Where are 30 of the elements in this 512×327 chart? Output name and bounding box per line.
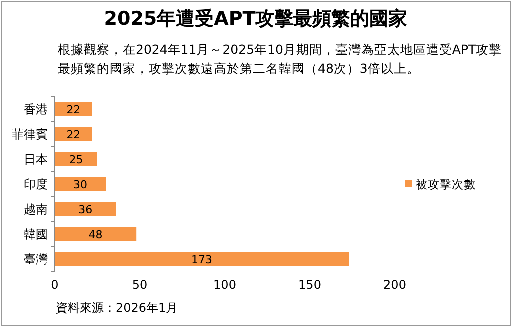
x-tick-label: 200 <box>384 278 406 292</box>
source-note: 資料來源：2026年1月 <box>56 300 178 317</box>
y-tick-label: 臺灣 <box>24 252 48 266</box>
x-tick-label: 150 <box>298 278 322 292</box>
bar <box>55 128 92 142</box>
chart-title: 2025年遭受APT攻擊最頻繁的國家 <box>103 7 409 32</box>
y-tick-label: 日本 <box>24 152 48 166</box>
data-label: 30 <box>74 178 88 192</box>
bar <box>55 228 137 242</box>
data-label: 36 <box>78 204 93 216</box>
bar <box>55 252 350 266</box>
data-label: 25 <box>69 154 84 166</box>
bar <box>55 202 116 216</box>
data-label: 22 <box>66 128 81 142</box>
y-tick-label: 越南 <box>24 202 48 216</box>
data-label: 173 <box>192 254 213 266</box>
bar <box>55 102 92 116</box>
data-label: 48 <box>88 228 103 242</box>
bar <box>55 178 106 192</box>
y-tick-label: 香港 <box>24 102 48 116</box>
chart-subtitle: 根據觀察，在2024年11月～2025年10月期間，臺灣為亞太地區遭受APT攻擊最頻繁的國家，攻擊次數遠高於第二名韓國（48次）3倍以上。 <box>58 41 504 78</box>
x-tick-label: 100 <box>214 278 236 292</box>
legend-label: 被攻擊次數 <box>416 178 476 192</box>
bar <box>55 152 98 166</box>
y-tick-label: 印度 <box>24 178 48 192</box>
data-label: 22 <box>66 104 81 116</box>
x-tick-label: 0 <box>51 278 59 292</box>
y-tick-label: 韓國 <box>24 228 48 242</box>
y-tick-label: 菲律賓 <box>12 128 48 142</box>
x-tick-label: 50 <box>132 278 148 292</box>
